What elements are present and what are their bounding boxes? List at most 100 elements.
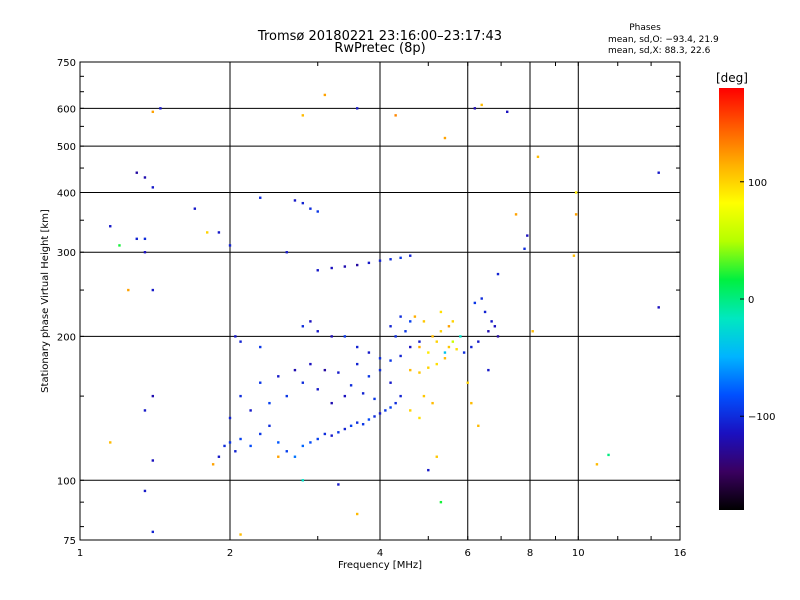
data-point: [217, 455, 221, 458]
data-point: [490, 320, 493, 323]
chart-subtitle: RwPretec (8p): [334, 41, 425, 56]
colorbar-label: [deg]: [716, 71, 748, 85]
data-point: [404, 330, 407, 333]
data-point: [409, 254, 412, 257]
data-point: [277, 441, 280, 444]
data-point: [330, 266, 333, 270]
data-points: [109, 93, 660, 536]
data-point: [228, 441, 232, 444]
data-point: [607, 453, 610, 457]
data-point: [367, 375, 371, 378]
data-point: [443, 136, 447, 140]
data-point: [259, 196, 262, 199]
data-point: [135, 171, 138, 174]
data-point: [447, 345, 451, 349]
data-point: [285, 450, 288, 453]
data-point: [118, 244, 121, 247]
data-point: [399, 354, 402, 358]
data-point: [373, 397, 376, 401]
stats-line-o: mean, sd,O: −93.4, 21.9: [608, 35, 719, 45]
data-point: [409, 345, 412, 349]
data-point: [435, 340, 438, 343]
data-point: [301, 114, 305, 117]
data-point: [526, 234, 529, 237]
data-point: [285, 394, 288, 398]
colorbar-gradient: [719, 88, 744, 510]
data-point: [293, 199, 297, 202]
data-point: [378, 412, 382, 415]
data-point: [323, 368, 327, 372]
data-point: [418, 416, 421, 420]
data-point: [337, 483, 340, 486]
data-point: [477, 340, 480, 343]
data-point: [657, 306, 660, 309]
x-tick-label: 8: [527, 548, 533, 559]
data-point: [422, 394, 426, 398]
data-point: [355, 107, 359, 110]
data-point: [355, 421, 359, 424]
data-point: [249, 409, 252, 412]
data-point: [316, 388, 319, 391]
data-point: [223, 444, 226, 448]
data-point: [293, 455, 297, 458]
data-point: [259, 432, 262, 436]
x-tick-label: 4: [377, 548, 383, 559]
data-point: [217, 231, 221, 234]
data-point: [435, 362, 438, 366]
data-point: [409, 368, 412, 372]
data-point: [394, 114, 397, 117]
stats-heading: Phases: [629, 23, 661, 33]
data-point: [483, 310, 487, 314]
data-point: [439, 310, 443, 314]
data-point: [301, 325, 305, 328]
data-point: [109, 441, 112, 444]
data-point: [470, 401, 473, 405]
data-point: [234, 450, 237, 453]
data-point: [389, 381, 392, 384]
data-point: [143, 251, 147, 254]
data-point: [159, 107, 162, 110]
data-point: [427, 468, 430, 472]
data-point: [439, 500, 443, 504]
grid-lines: [80, 62, 680, 540]
data-point: [343, 394, 347, 398]
data-point: [239, 340, 242, 343]
data-point: [349, 424, 353, 428]
data-point: [399, 315, 402, 318]
data-point: [427, 366, 430, 369]
chart-title: Tromsø 20180221 23:16:00–23:17:43: [257, 29, 502, 44]
y-tick-label: 200: [57, 332, 76, 343]
data-point: [337, 371, 340, 374]
data-point: [394, 335, 397, 338]
data-point: [389, 359, 392, 362]
data-point: [487, 368, 490, 372]
data-point: [277, 375, 280, 378]
x-tick-label: 6: [465, 548, 471, 559]
data-point: [459, 335, 462, 338]
data-point: [355, 263, 359, 267]
data-point: [367, 418, 371, 421]
data-point: [323, 432, 327, 436]
data-point: [572, 254, 576, 257]
y-axis-label: Stationary phase Virtual Height [km]: [40, 209, 51, 393]
data-point: [536, 155, 540, 159]
data-point: [151, 186, 155, 189]
data-point: [268, 401, 271, 405]
data-point: [228, 416, 232, 420]
data-point: [316, 330, 319, 333]
data-point: [355, 512, 359, 516]
data-point: [127, 288, 130, 292]
data-point: [343, 335, 347, 338]
y-tick-label: 300: [57, 248, 76, 259]
data-point: [301, 201, 305, 205]
data-point: [466, 381, 469, 384]
x-tick-label: 10: [572, 548, 585, 559]
data-point: [487, 330, 490, 333]
y-axis-ticks: 75 100 200 300 400 500 600 750: [57, 58, 680, 547]
data-point: [330, 335, 333, 338]
data-point: [361, 392, 365, 395]
y-tick-label: 750: [57, 58, 76, 69]
data-point: [378, 259, 382, 262]
colorbar: [deg] 100 0 −100: [716, 71, 775, 510]
